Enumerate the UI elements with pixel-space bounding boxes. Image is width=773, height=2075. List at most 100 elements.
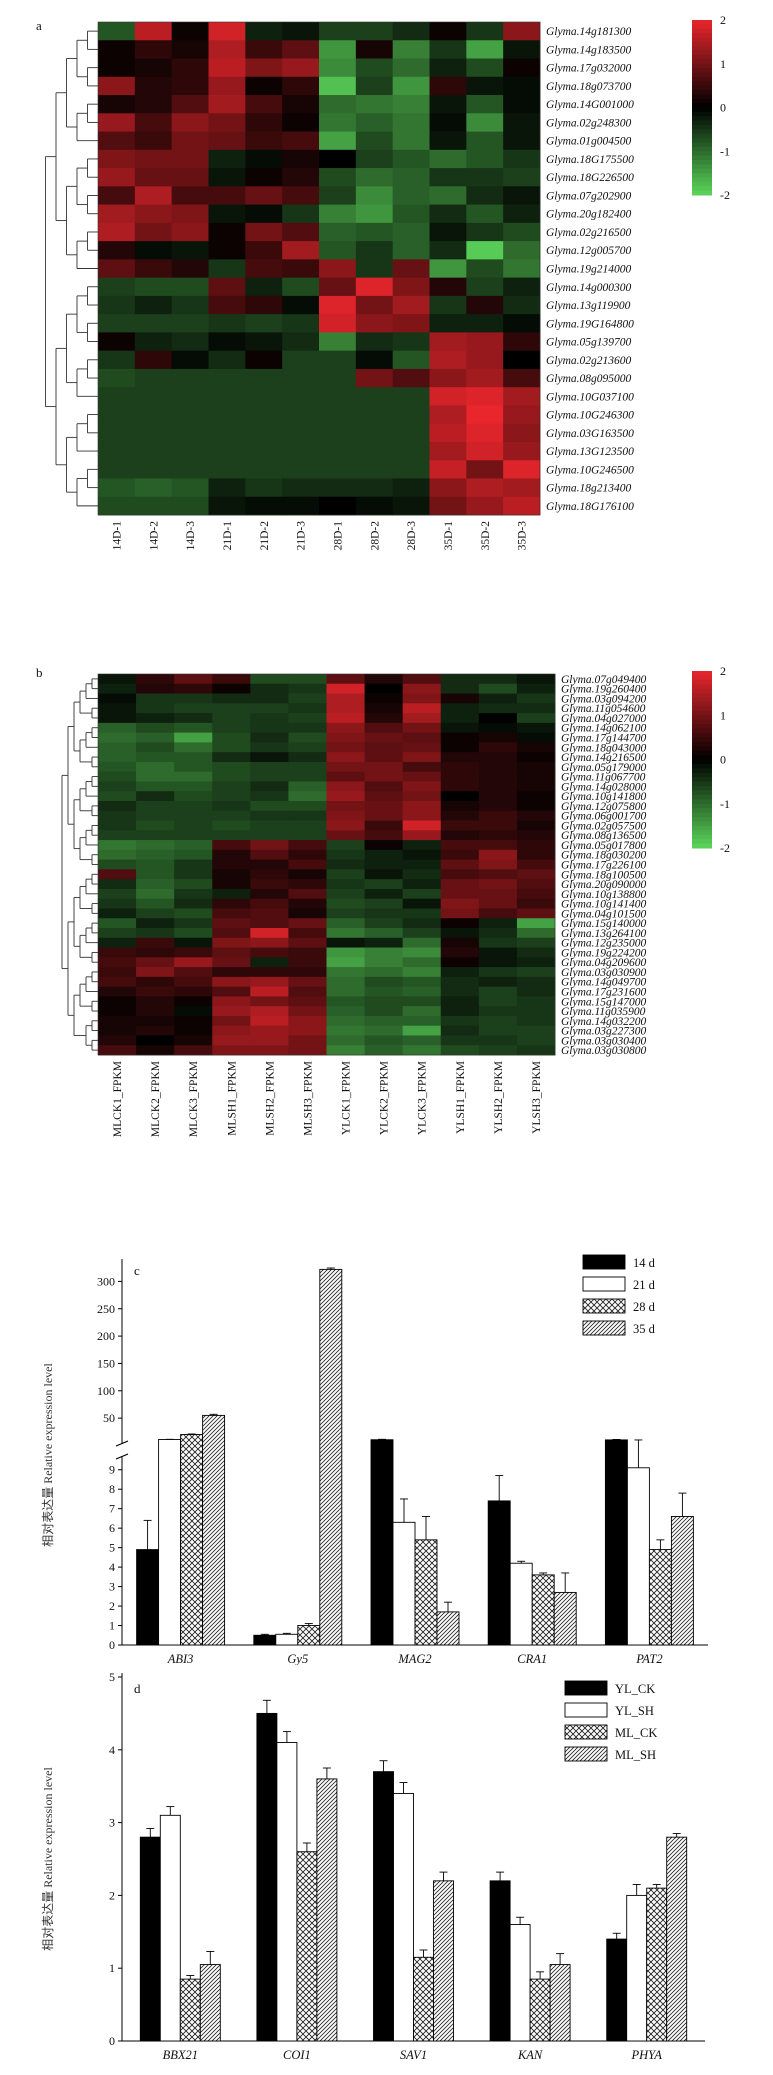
heatmap-cell: [174, 781, 213, 792]
heatmap-cell: [174, 849, 213, 861]
heatmap-cell: [134, 387, 173, 406]
heatmap-cell: [282, 405, 320, 425]
color-scale-segment: [692, 111, 712, 117]
heatmap-cell: [136, 879, 175, 890]
heatmap-cell: [355, 314, 394, 333]
heatmap-cell: [319, 441, 357, 461]
heatmap-cell: [136, 869, 175, 880]
heatmap-cell: [250, 674, 289, 685]
color-scale-segment: [692, 76, 712, 82]
bar: [297, 1625, 321, 1646]
row-label: Glyma.14g000300: [546, 282, 632, 294]
heatmap-cell: [250, 879, 289, 890]
heatmap-cell: [245, 423, 283, 443]
heatmap-cell: [364, 869, 404, 880]
heatmap-cell: [171, 277, 209, 297]
heatmap-cell: [174, 683, 213, 694]
heatmap-cell: [392, 441, 430, 461]
row-label: Glyma.14g181300: [546, 26, 632, 38]
heatmap-cell: [208, 113, 246, 132]
heatmap-cell: [466, 460, 504, 479]
row-label: Glyma.18G175500: [546, 154, 634, 166]
row-label: Glyma.10G246300: [546, 410, 634, 422]
heatmap-cell: [282, 259, 320, 279]
heatmap-cell: [402, 947, 442, 958]
color-scale-segment: [692, 790, 712, 796]
heatmap-cell: [134, 314, 173, 333]
heatmap-cell: [171, 368, 209, 388]
heatmap-cell: [245, 40, 283, 59]
color-scale-segment: [692, 697, 712, 703]
color-scale-segment: [692, 85, 712, 91]
heatmap-cell: [98, 405, 136, 425]
heatmap-cell: [245, 95, 283, 114]
heatmap-cell: [478, 986, 518, 997]
heatmap-cell: [212, 791, 251, 802]
heatmap-cell: [392, 40, 430, 59]
heatmap-cell: [98, 204, 136, 224]
heatmap-cell: [429, 168, 467, 187]
heatmap-cell: [245, 222, 283, 242]
row-label: Glyma.14g183500: [546, 44, 632, 56]
column-label: 21D-1: [222, 521, 234, 551]
heatmap-cell: [98, 241, 136, 260]
heatmap-cell: [208, 222, 246, 242]
color-scale-segment: [692, 164, 712, 170]
heatmap-cell: [288, 781, 327, 792]
heatmap-cell: [319, 186, 357, 205]
heatmap-cell: [174, 791, 213, 802]
heatmap-cell: [136, 781, 175, 792]
heatmap-cell: [516, 1015, 556, 1027]
legend-swatch: [582, 1320, 626, 1336]
y-tick-label: 3: [109, 1580, 115, 1594]
heatmap-cell: [98, 869, 137, 880]
heatmap-cell: [503, 76, 541, 96]
column-label: 35D-3: [517, 521, 529, 551]
heatmap-cell: [440, 713, 480, 724]
heatmap-cell: [250, 752, 289, 763]
heatmap-cell: [250, 810, 289, 821]
heatmap-cell: [282, 332, 320, 352]
heatmap-cell: [429, 40, 467, 59]
heatmap-cell: [516, 869, 556, 880]
heatmap-cell: [319, 423, 357, 443]
heatmap-cell: [174, 674, 213, 685]
row-label: Glyma.13g119900: [546, 300, 631, 312]
legend-label: 28 d: [633, 1300, 656, 1314]
heatmap-cell: [212, 840, 251, 851]
heatmap-cell: [319, 131, 357, 151]
heatmap-cell: [288, 722, 327, 734]
heatmap-cell: [326, 830, 365, 841]
row-label: Glyma.03g030800: [561, 1045, 647, 1057]
heatmap-cell: [98, 752, 137, 763]
heatmap-cell: [402, 859, 442, 870]
heatmap-cell: [466, 478, 504, 498]
heatmap-cell: [355, 222, 394, 242]
heatmap-cell: [212, 898, 251, 909]
heatmap-cell: [326, 722, 365, 734]
heatmap-cell: [250, 908, 289, 919]
color-scale-segment: [692, 129, 712, 135]
heatmap-cell: [364, 996, 404, 1007]
heatmap-cell: [319, 241, 357, 260]
heatmap-cell: [516, 820, 556, 831]
heatmap-cell: [250, 781, 289, 792]
heatmap-cell: [503, 332, 541, 352]
heatmap-cell: [392, 314, 430, 333]
row-label: Glyma.11g054600: [561, 703, 646, 715]
heatmap-cell: [245, 460, 283, 479]
heatmap-cell: [288, 703, 327, 714]
bar: [509, 1562, 533, 1646]
heatmap-cell: [392, 423, 430, 443]
heatmap-cell: [98, 888, 137, 900]
color-scale-segment: [692, 24, 712, 30]
bar: [529, 1978, 551, 2042]
heatmap-cell: [478, 957, 518, 968]
heatmap-cell: [212, 732, 251, 743]
bar: [180, 1434, 204, 1646]
heatmap-cell: [250, 742, 289, 753]
bar: [604, 1439, 628, 1646]
heatmap-cell: [466, 204, 504, 224]
heatmap-cell: [516, 908, 556, 919]
heatmap-cell: [134, 168, 173, 187]
